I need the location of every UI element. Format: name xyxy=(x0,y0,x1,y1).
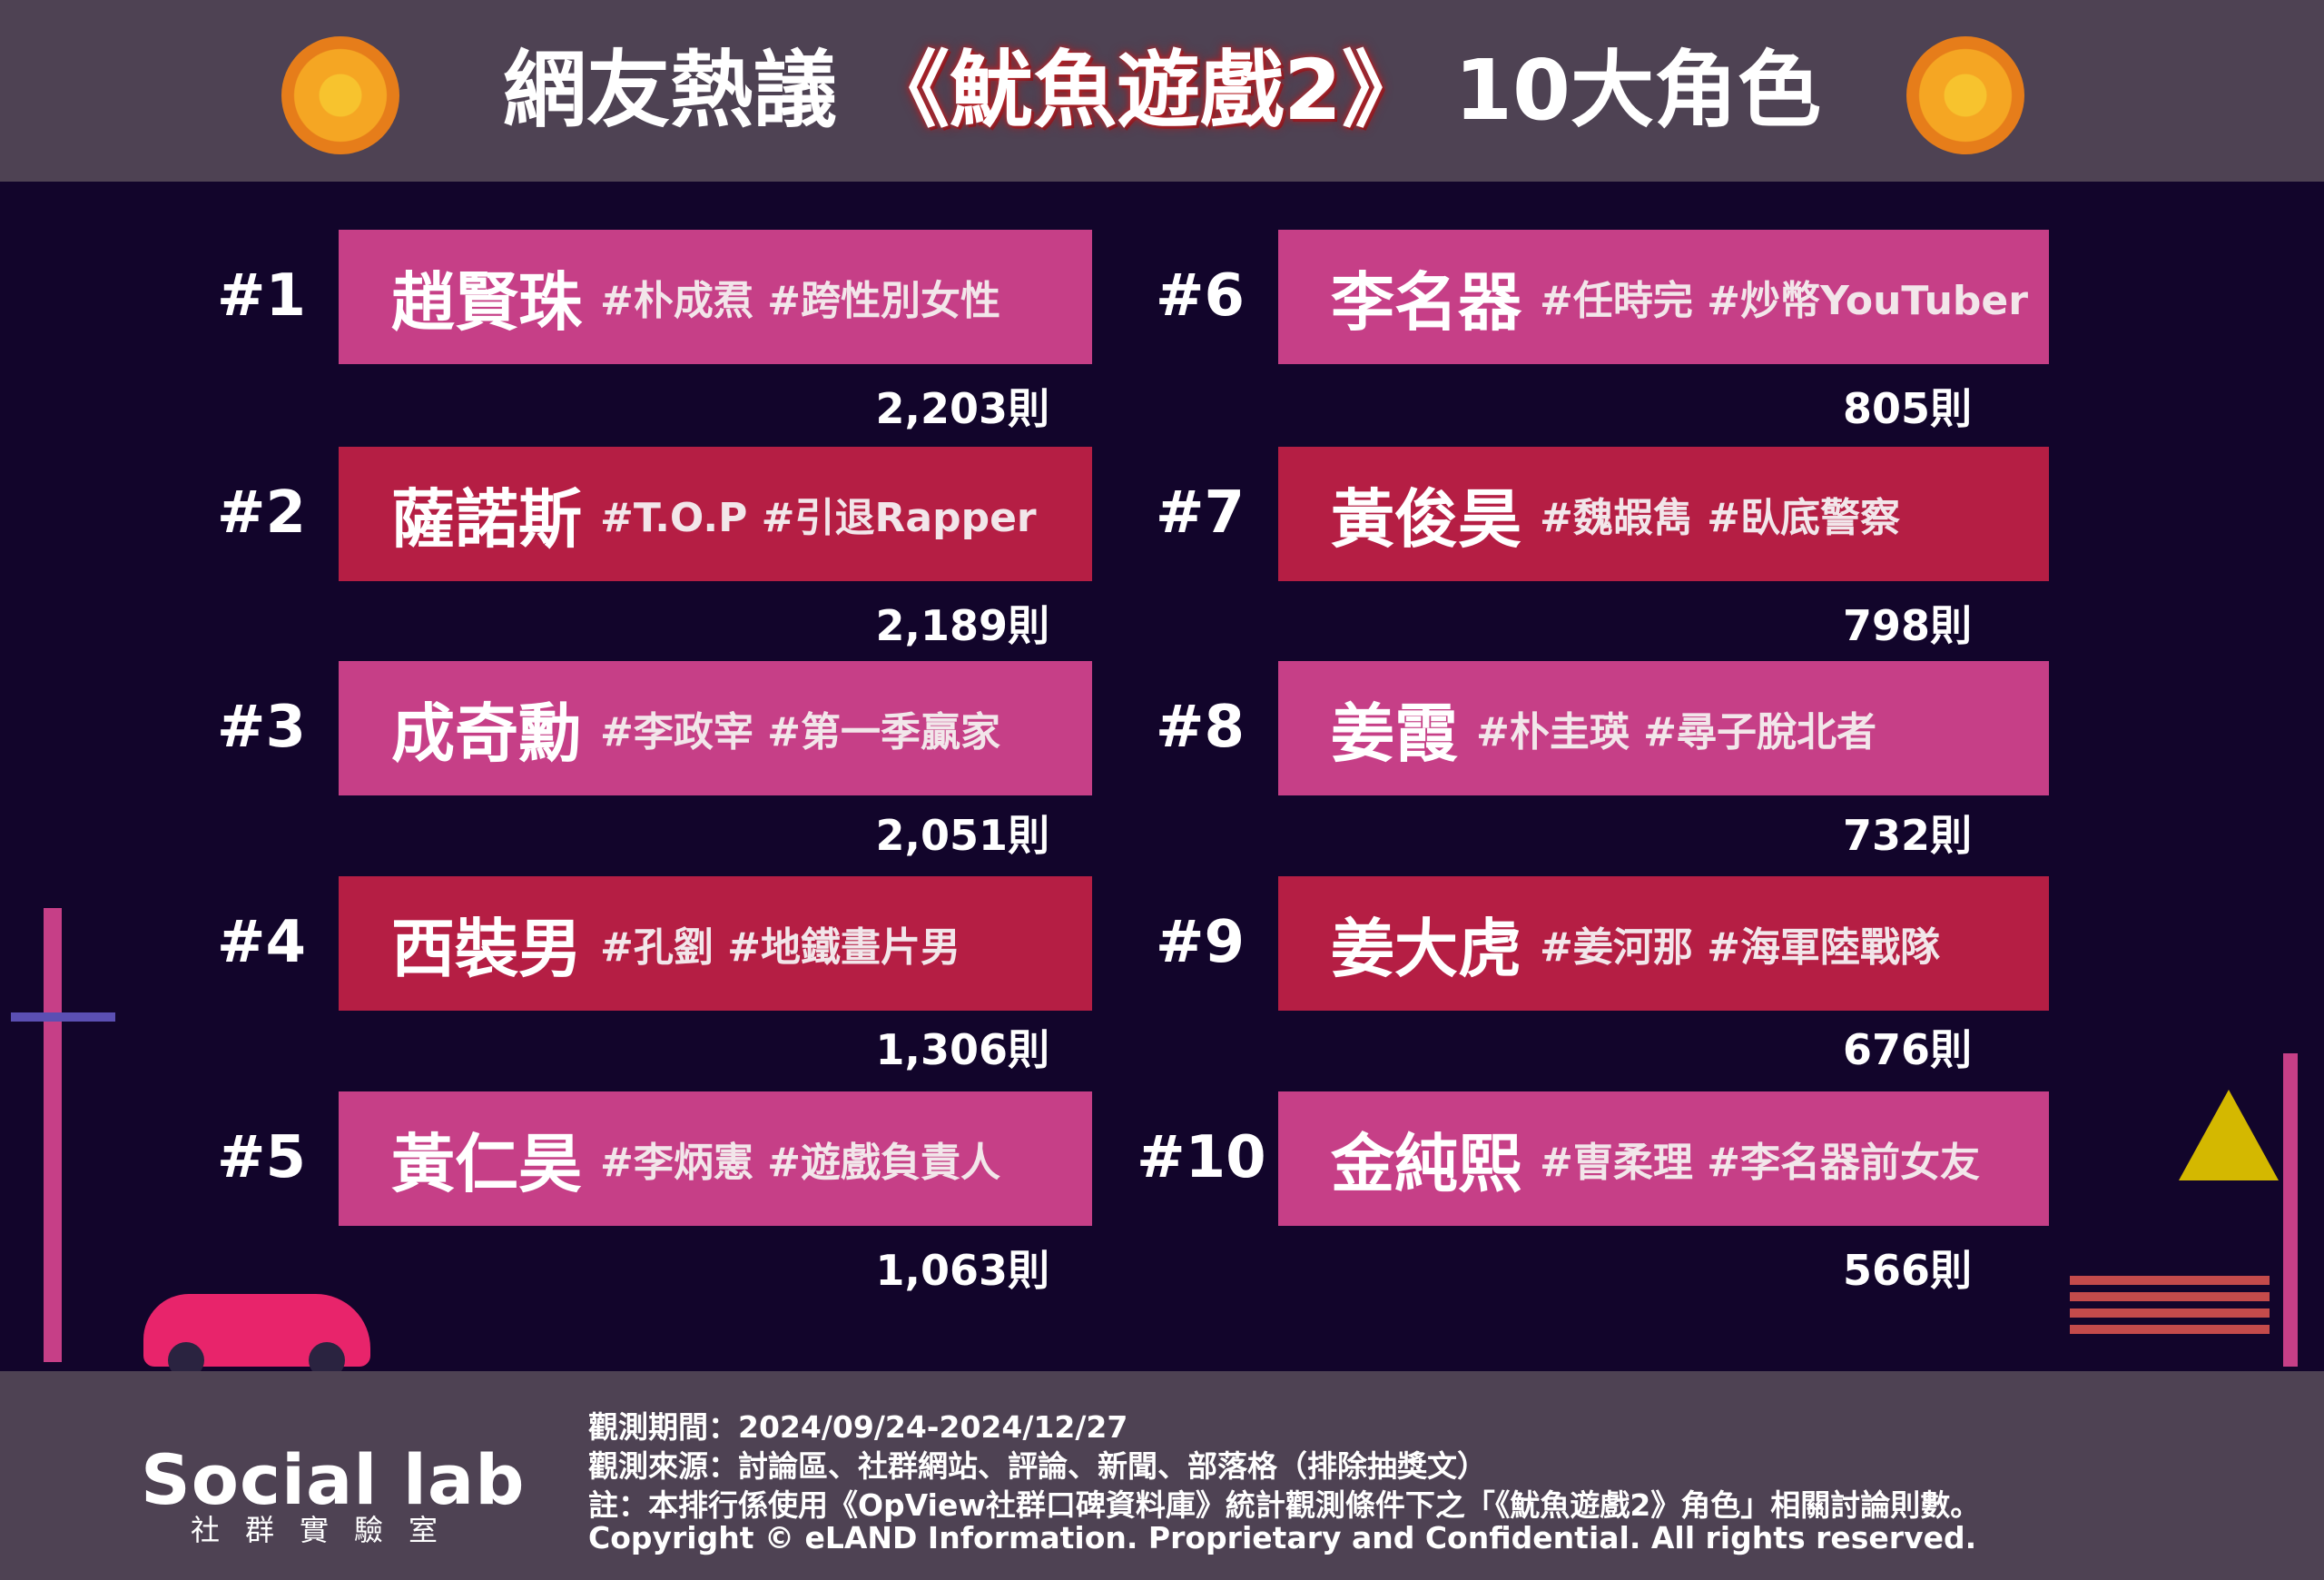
character-bar: 黃俊昊 #魏嘏雋 #臥底警察 xyxy=(1278,447,2049,581)
character-bar: 成奇勳 #李政宰 #第一季贏家 xyxy=(339,661,1092,795)
mention-count: 1,063則 xyxy=(875,1246,1049,1295)
page-title: 網友熱議 《魷魚遊戲2》 10大角色 xyxy=(0,36,2324,145)
character-tags: #朴成焄 #跨性別女性 xyxy=(600,278,1001,324)
mention-count: 2,203則 xyxy=(875,384,1049,433)
mention-count: 2,051則 xyxy=(875,811,1049,860)
character-tags: #曺柔理 #李名器前女友 xyxy=(1540,1140,1981,1186)
title-suffix: 10大角色 xyxy=(1454,42,1822,139)
rank-label: #9 xyxy=(1155,909,1246,976)
mention-count: 798則 xyxy=(1842,601,1972,650)
title-highlight: 《魷魚遊戲2》 xyxy=(865,42,1425,139)
character-tags: #李政宰 #第一季贏家 xyxy=(600,709,1001,755)
rank-label: #1 xyxy=(216,262,307,330)
rank-label: #5 xyxy=(216,1124,307,1191)
character-tags: #孔劉 #地鐵畫片男 xyxy=(600,924,961,971)
character-tags: #朴圭瑛 #尋子脫北者 xyxy=(1476,709,1877,755)
rank-label: #8 xyxy=(1155,694,1246,761)
character-name: 黃俊昊 xyxy=(1331,481,1521,557)
lamp-post-icon xyxy=(2283,1053,2298,1367)
footer-band xyxy=(0,1371,2324,1580)
character-name: 西裝男 xyxy=(391,911,582,986)
rank-label: #7 xyxy=(1155,479,1246,547)
coin-icon xyxy=(1906,36,2024,154)
character-name: 薩諾斯 xyxy=(391,481,582,557)
character-bar: 西裝男 #孔劉 #地鐵畫片男 xyxy=(339,876,1092,1011)
character-bar: 金純熙 #曺柔理 #李名器前女友 xyxy=(1278,1091,2049,1226)
character-name: 金純熙 xyxy=(1331,1126,1521,1201)
character-tags: #李炳憲 #遊戲負責人 xyxy=(600,1140,1001,1186)
mention-count: 676則 xyxy=(1842,1025,1972,1074)
footer-note: 註：本排行係使用《OpView社群口碑資料庫》統計觀測條件下之「《魷魚遊戲2》角… xyxy=(588,1487,1981,1523)
rank-label: #6 xyxy=(1155,262,1246,330)
title-prefix: 網友熱議 xyxy=(502,42,837,139)
character-bar: 姜大虎 #姜河那 #海軍陸戰隊 xyxy=(1278,876,2049,1011)
mention-count: 732則 xyxy=(1842,811,1972,860)
mention-count: 566則 xyxy=(1842,1246,1972,1295)
lamp-shade-icon xyxy=(2179,1090,2279,1180)
character-tags: #姜河那 #海軍陸戰隊 xyxy=(1540,924,1941,971)
rank-label: #3 xyxy=(216,694,307,761)
character-bar: 姜霞 #朴圭瑛 #尋子脫北者 xyxy=(1278,661,2049,795)
bench-icon xyxy=(2070,1276,2270,1339)
character-name: 姜霞 xyxy=(1331,696,1458,771)
character-tags: #魏嘏雋 #臥底警察 xyxy=(1540,495,1901,541)
character-tags: #任時完 #炒幣YouTuber xyxy=(1540,278,2028,324)
footer-period: 觀測期間：2024/09/24-2024/12/27 xyxy=(588,1409,1128,1445)
mention-count: 805則 xyxy=(1842,384,1972,433)
character-bar: 李名器 #任時完 #炒幣YouTuber xyxy=(1278,230,2049,364)
sociallab-logo-subtitle: 社群實驗室 xyxy=(191,1513,464,1547)
character-name: 姜大虎 xyxy=(1331,911,1521,986)
street-lamp-post-icon xyxy=(11,1012,115,1022)
character-name: 趙賢珠 xyxy=(391,264,582,340)
character-bar: 薩諾斯 #T.O.P #引退Rapper xyxy=(339,447,1092,581)
footer-source: 觀測來源：討論區、社群網站、評論、新聞、部落格（排除抽獎文） xyxy=(588,1448,1487,1484)
character-name: 李名器 xyxy=(1331,264,1521,340)
street-lamp-post-icon xyxy=(44,908,62,1362)
character-name: 成奇勳 xyxy=(391,696,582,771)
rank-label: #10 xyxy=(1137,1124,1266,1191)
mention-count: 1,306則 xyxy=(875,1025,1049,1074)
character-bar: 趙賢珠 #朴成焄 #跨性別女性 xyxy=(339,230,1092,364)
mention-count: 2,189則 xyxy=(875,601,1049,650)
sociallab-logo: Social lab xyxy=(141,1439,526,1520)
rank-label: #2 xyxy=(216,479,307,547)
footer-copyright: Copyright © eLAND Information. Proprieta… xyxy=(588,1520,1977,1555)
coin-icon xyxy=(281,36,399,154)
character-bar: 黃仁昊 #李炳憲 #遊戲負責人 xyxy=(339,1091,1092,1226)
character-tags: #T.O.P #引退Rapper xyxy=(600,495,1037,541)
character-name: 黃仁昊 xyxy=(391,1126,582,1201)
rank-label: #4 xyxy=(216,909,307,976)
